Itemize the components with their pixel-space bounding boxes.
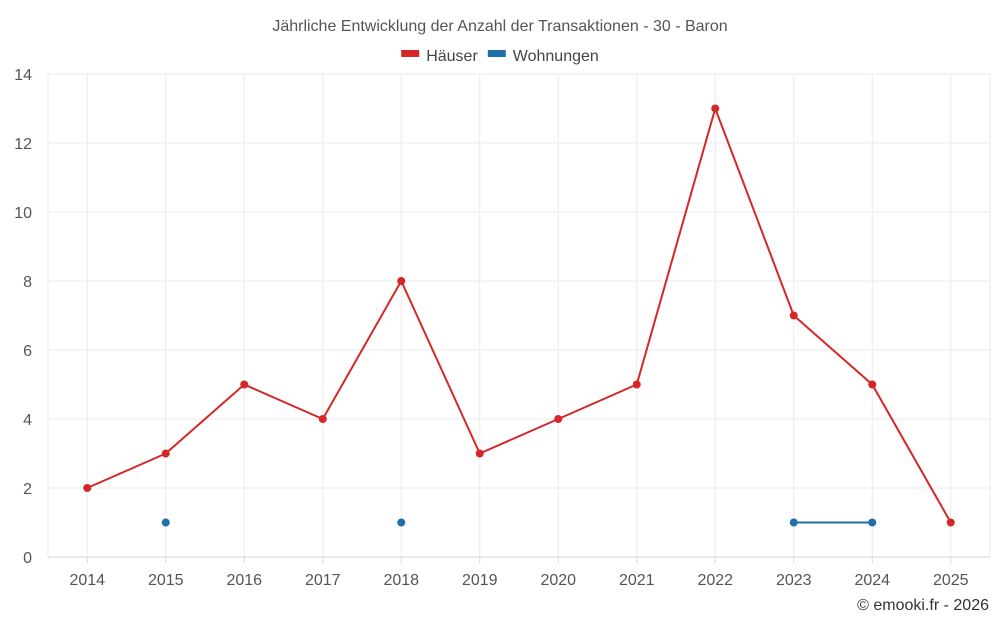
y-tick-label: 0 bbox=[23, 550, 32, 567]
x-tick-label: 2017 bbox=[305, 572, 341, 589]
grid bbox=[47, 73, 991, 563]
y-tick-label: 10 bbox=[14, 205, 32, 222]
x-axis: 2014 2015 2016 2017 2018 2019 2020 2021 2022 2023… bbox=[69, 572, 968, 589]
y-tick-label: 4 bbox=[23, 412, 32, 429]
y-axis: 0 2 4 6 8 10 12 14 bbox=[14, 67, 32, 567]
x-tick-label: 2015 bbox=[148, 572, 184, 589]
x-tick-label: 2021 bbox=[619, 572, 655, 589]
legend-item: Wohnungen bbox=[487, 48, 599, 65]
series-wohnungen bbox=[161, 518, 877, 527]
legend-item: Häuser bbox=[401, 48, 478, 65]
data-point bbox=[868, 380, 877, 389]
data-point bbox=[789, 518, 798, 527]
data-point bbox=[946, 518, 955, 527]
x-tick-label: 2016 bbox=[226, 572, 262, 589]
legend-swatch bbox=[487, 50, 506, 57]
y-tick-label: 14 bbox=[14, 67, 32, 84]
data-point bbox=[868, 518, 877, 527]
y-tick-label: 8 bbox=[23, 274, 32, 291]
x-tick-label: 2022 bbox=[697, 572, 733, 589]
data-point bbox=[161, 449, 170, 458]
data-point bbox=[83, 484, 92, 492]
data-point bbox=[711, 104, 720, 113]
credit-text: © emooki.fr - 2026 bbox=[857, 597, 989, 614]
y-tick-label: 6 bbox=[23, 343, 32, 360]
x-tick-label: 2020 bbox=[540, 572, 576, 589]
chart-title: Jährliche Entwicklung der Anzahl der Tra… bbox=[272, 18, 727, 35]
x-tick-label: 2018 bbox=[383, 572, 419, 589]
legend: Häuser Wohnungen bbox=[401, 48, 599, 65]
series-line bbox=[86, 107, 952, 523]
x-tick-label: 2023 bbox=[776, 572, 812, 589]
data-point bbox=[397, 277, 406, 285]
data-point bbox=[789, 311, 798, 320]
data-point bbox=[554, 415, 563, 423]
legend-label: Wohnungen bbox=[513, 48, 599, 65]
y-tick-label: 2 bbox=[23, 481, 32, 498]
x-tick-label: 2024 bbox=[854, 572, 890, 589]
legend-label: Häuser bbox=[426, 48, 478, 65]
legend-swatch bbox=[401, 50, 420, 57]
data-point bbox=[632, 380, 641, 389]
data-point bbox=[397, 518, 406, 527]
data-point bbox=[475, 449, 484, 458]
data-point bbox=[318, 415, 327, 423]
series-häuser bbox=[83, 104, 955, 527]
y-tick-label: 12 bbox=[14, 136, 32, 153]
x-tick-label: 2014 bbox=[69, 572, 105, 589]
series-layer bbox=[83, 104, 955, 527]
x-tick-label: 2019 bbox=[462, 572, 498, 589]
data-point bbox=[240, 380, 249, 389]
data-point bbox=[161, 518, 170, 527]
x-tick-label: 2025 bbox=[933, 572, 969, 589]
